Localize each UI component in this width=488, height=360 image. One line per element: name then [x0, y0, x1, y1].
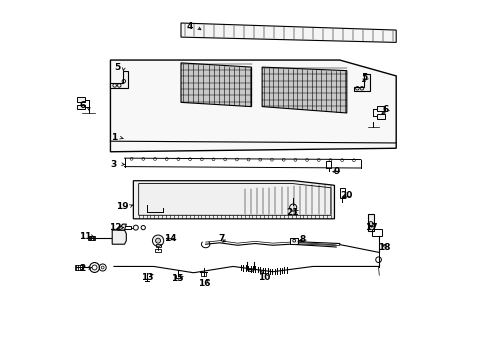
Text: 18: 18 — [377, 243, 389, 252]
Text: 9: 9 — [332, 167, 339, 176]
Bar — [371, 229, 381, 237]
Polygon shape — [133, 181, 334, 219]
Text: 10: 10 — [257, 273, 269, 282]
Bar — [201, 273, 205, 276]
Polygon shape — [181, 23, 395, 42]
Text: 19: 19 — [116, 202, 129, 211]
Text: 12: 12 — [109, 223, 122, 232]
Circle shape — [155, 238, 160, 243]
Text: 16: 16 — [197, 279, 210, 288]
Circle shape — [152, 235, 163, 246]
Text: 4: 4 — [186, 22, 193, 31]
Text: 20: 20 — [340, 192, 352, 201]
Polygon shape — [117, 224, 126, 230]
Polygon shape — [110, 71, 128, 88]
Bar — [376, 114, 384, 119]
Text: 3: 3 — [111, 159, 117, 168]
Polygon shape — [262, 67, 346, 113]
Text: 6: 6 — [382, 105, 388, 114]
Text: 13: 13 — [141, 273, 153, 282]
Bar — [325, 161, 330, 168]
Bar — [87, 236, 94, 240]
Text: 1: 1 — [111, 133, 117, 142]
Text: 15: 15 — [171, 274, 183, 283]
Bar — [155, 249, 161, 252]
Bar — [290, 238, 298, 243]
Text: 8: 8 — [299, 235, 305, 244]
Text: 14: 14 — [164, 234, 176, 243]
Bar — [122, 226, 130, 229]
Bar — [155, 243, 160, 247]
Text: 5: 5 — [361, 73, 367, 82]
Bar — [77, 104, 84, 109]
Bar — [367, 214, 373, 231]
Bar — [339, 189, 344, 198]
Bar — [75, 265, 82, 270]
Text: 21: 21 — [285, 208, 298, 217]
Text: 2: 2 — [79, 264, 85, 273]
Text: 5: 5 — [114, 63, 121, 72]
Polygon shape — [353, 74, 369, 91]
Polygon shape — [181, 63, 251, 107]
Polygon shape — [112, 230, 126, 244]
Text: 7: 7 — [218, 234, 224, 243]
Bar — [77, 98, 84, 102]
Text: 11: 11 — [80, 232, 92, 241]
Polygon shape — [110, 60, 395, 152]
Bar — [376, 106, 384, 111]
Text: 6: 6 — [79, 102, 85, 111]
Text: 17: 17 — [365, 223, 377, 232]
